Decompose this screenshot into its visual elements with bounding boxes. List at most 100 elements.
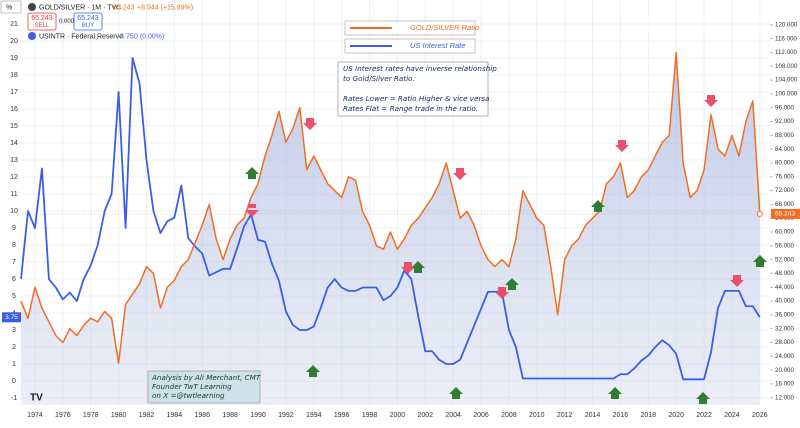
x-tick-label: 1980 (111, 412, 127, 419)
y2-tick-label: 92.000 (775, 118, 794, 125)
symbol-icon (28, 3, 36, 11)
y2-tick-label: 12.000 (775, 394, 794, 401)
y2-tick-label: 24.000 (775, 353, 794, 360)
up-arrow (696, 392, 710, 404)
scale-button-label: % (6, 4, 12, 11)
x-tick-label: 1994 (306, 412, 322, 419)
up-arrow (306, 365, 320, 377)
annotation-line: Rates Lower = Ratio Higher & vice versa (343, 94, 490, 103)
credit-box (147, 370, 261, 404)
x-tick-label: 1978 (83, 412, 99, 419)
legend-label: GOLD/SILVER Ratio (410, 23, 479, 32)
x-tick-label: 2006 (473, 412, 489, 419)
symbol: GOLD/SILVER · 1M · TVC (39, 4, 121, 11)
y2-tick-label: 68.000 (775, 201, 794, 208)
y2-tick-label: 96.000 (775, 104, 794, 111)
y2-tick-label: 104.000 (775, 77, 798, 84)
annotation-line: Rates Flat = Range trade in the ratio. (343, 104, 478, 113)
down-arrow (495, 287, 509, 299)
up-arrow (505, 278, 519, 290)
x-tick-label: 2020 (668, 412, 684, 419)
annotation-line: to Gold/Silver Ratio. (343, 74, 415, 83)
y-tick-label: -1 (11, 395, 17, 402)
down-arrow (704, 95, 718, 107)
y2-tick-label: 116.000 (775, 35, 797, 42)
x-tick-label: 2018 (641, 412, 657, 419)
sell-label: SELL (35, 23, 50, 29)
x-tick-label: 2008 (501, 412, 517, 419)
x-tick-label: 1992 (278, 412, 294, 419)
down-arrow (401, 262, 415, 274)
x-tick-label: 1984 (167, 412, 183, 419)
y2-tick-label: 60.000 (775, 229, 794, 236)
y-tick-label: 5 (12, 293, 16, 300)
y-tick-label: 10 (10, 208, 18, 215)
line (20, 57, 761, 381)
change2: 0 (0.00%) (134, 33, 164, 40)
y2-tick-label: 56.000 (775, 242, 794, 249)
y-tick-label: 17 (10, 89, 18, 96)
y-tick-label: 21 (10, 21, 18, 28)
down-arrow (303, 118, 317, 130)
y2-tick-label: 108.000 (775, 63, 798, 70)
y2-tick-label: 88.000 (775, 132, 794, 139)
credit-line: Founder TwT Learning (152, 382, 232, 391)
down-arrow (453, 168, 467, 180)
y-tick-label: 19 (10, 55, 18, 62)
y2-tick-label: 76.000 (775, 173, 794, 180)
down-arrow (615, 140, 629, 152)
x-tick-label: 2000 (390, 412, 406, 419)
x-tick-label: 1990 (250, 412, 266, 419)
x-tick-label: 2024 (724, 412, 740, 419)
buy-price: 65.243 (77, 15, 99, 22)
y-tick-label: 6 (12, 276, 16, 283)
y-tick-label: 14 (10, 140, 18, 147)
y-tick-label: 0 (12, 378, 16, 385)
x-tick-label: 1974 (27, 412, 43, 419)
x-tick-label: 2010 (529, 412, 545, 419)
y-tick-label: 12 (10, 174, 18, 181)
annotation-box (337, 61, 489, 117)
y2-tick-label: 112.000 (775, 49, 797, 56)
up-arrow (245, 167, 259, 179)
x-tick-label: 1986 (194, 412, 210, 419)
y2-tick-label: 72.000 (775, 187, 794, 194)
x-tick-label: 2012 (557, 412, 573, 419)
y-tick-label: 2 (12, 344, 16, 351)
down-arrow (245, 204, 259, 217)
y2-tick-label: 32.000 (775, 325, 794, 332)
credit-line: Analysis by Ali Merchant, CMT (151, 373, 261, 382)
x-tick-label: 2016 (613, 412, 629, 419)
down-arrow (730, 275, 744, 287)
up-arrow (449, 387, 463, 399)
x-tick-label: 2002 (417, 412, 433, 419)
y2-tick-label: 44.000 (775, 284, 794, 291)
up-arrow (411, 261, 425, 273)
y2-tick-label: 84.000 (775, 146, 794, 153)
y-tick-label: 20 (10, 38, 18, 45)
x-tick-label: 2022 (696, 412, 712, 419)
y-tick-label: 13 (10, 157, 18, 164)
symbol2: USINTR · Federal Reserve (39, 33, 123, 40)
y2-tick-label: 100.000 (775, 91, 798, 98)
y-tick-label: 7 (12, 259, 16, 266)
up-arrow (591, 200, 605, 212)
x-tick-label: 2026 (752, 412, 768, 419)
x-tick-label: 2004 (445, 412, 461, 419)
x-tick-label: 2014 (585, 412, 601, 419)
last-value-label: 3.75 (5, 314, 18, 321)
buy-label: BUY (82, 23, 94, 29)
axes: 1974 1976 1978 1980 1982 1984 1986 1988 1990 1992… (10, 21, 798, 419)
credit-line: on X =@twtlearning (152, 391, 225, 400)
y2-tick-label: 80.000 (775, 160, 794, 167)
y-tick-label: 18 (10, 72, 18, 79)
up-arrow (608, 387, 622, 399)
legend-box (344, 38, 476, 54)
buy-button[interactable] (73, 12, 103, 31)
sell-button[interactable] (27, 12, 57, 31)
quote2: 3.75 (120, 33, 134, 40)
scale-button[interactable] (0, 0, 22, 14)
y-tick-label: 3 (12, 327, 16, 334)
